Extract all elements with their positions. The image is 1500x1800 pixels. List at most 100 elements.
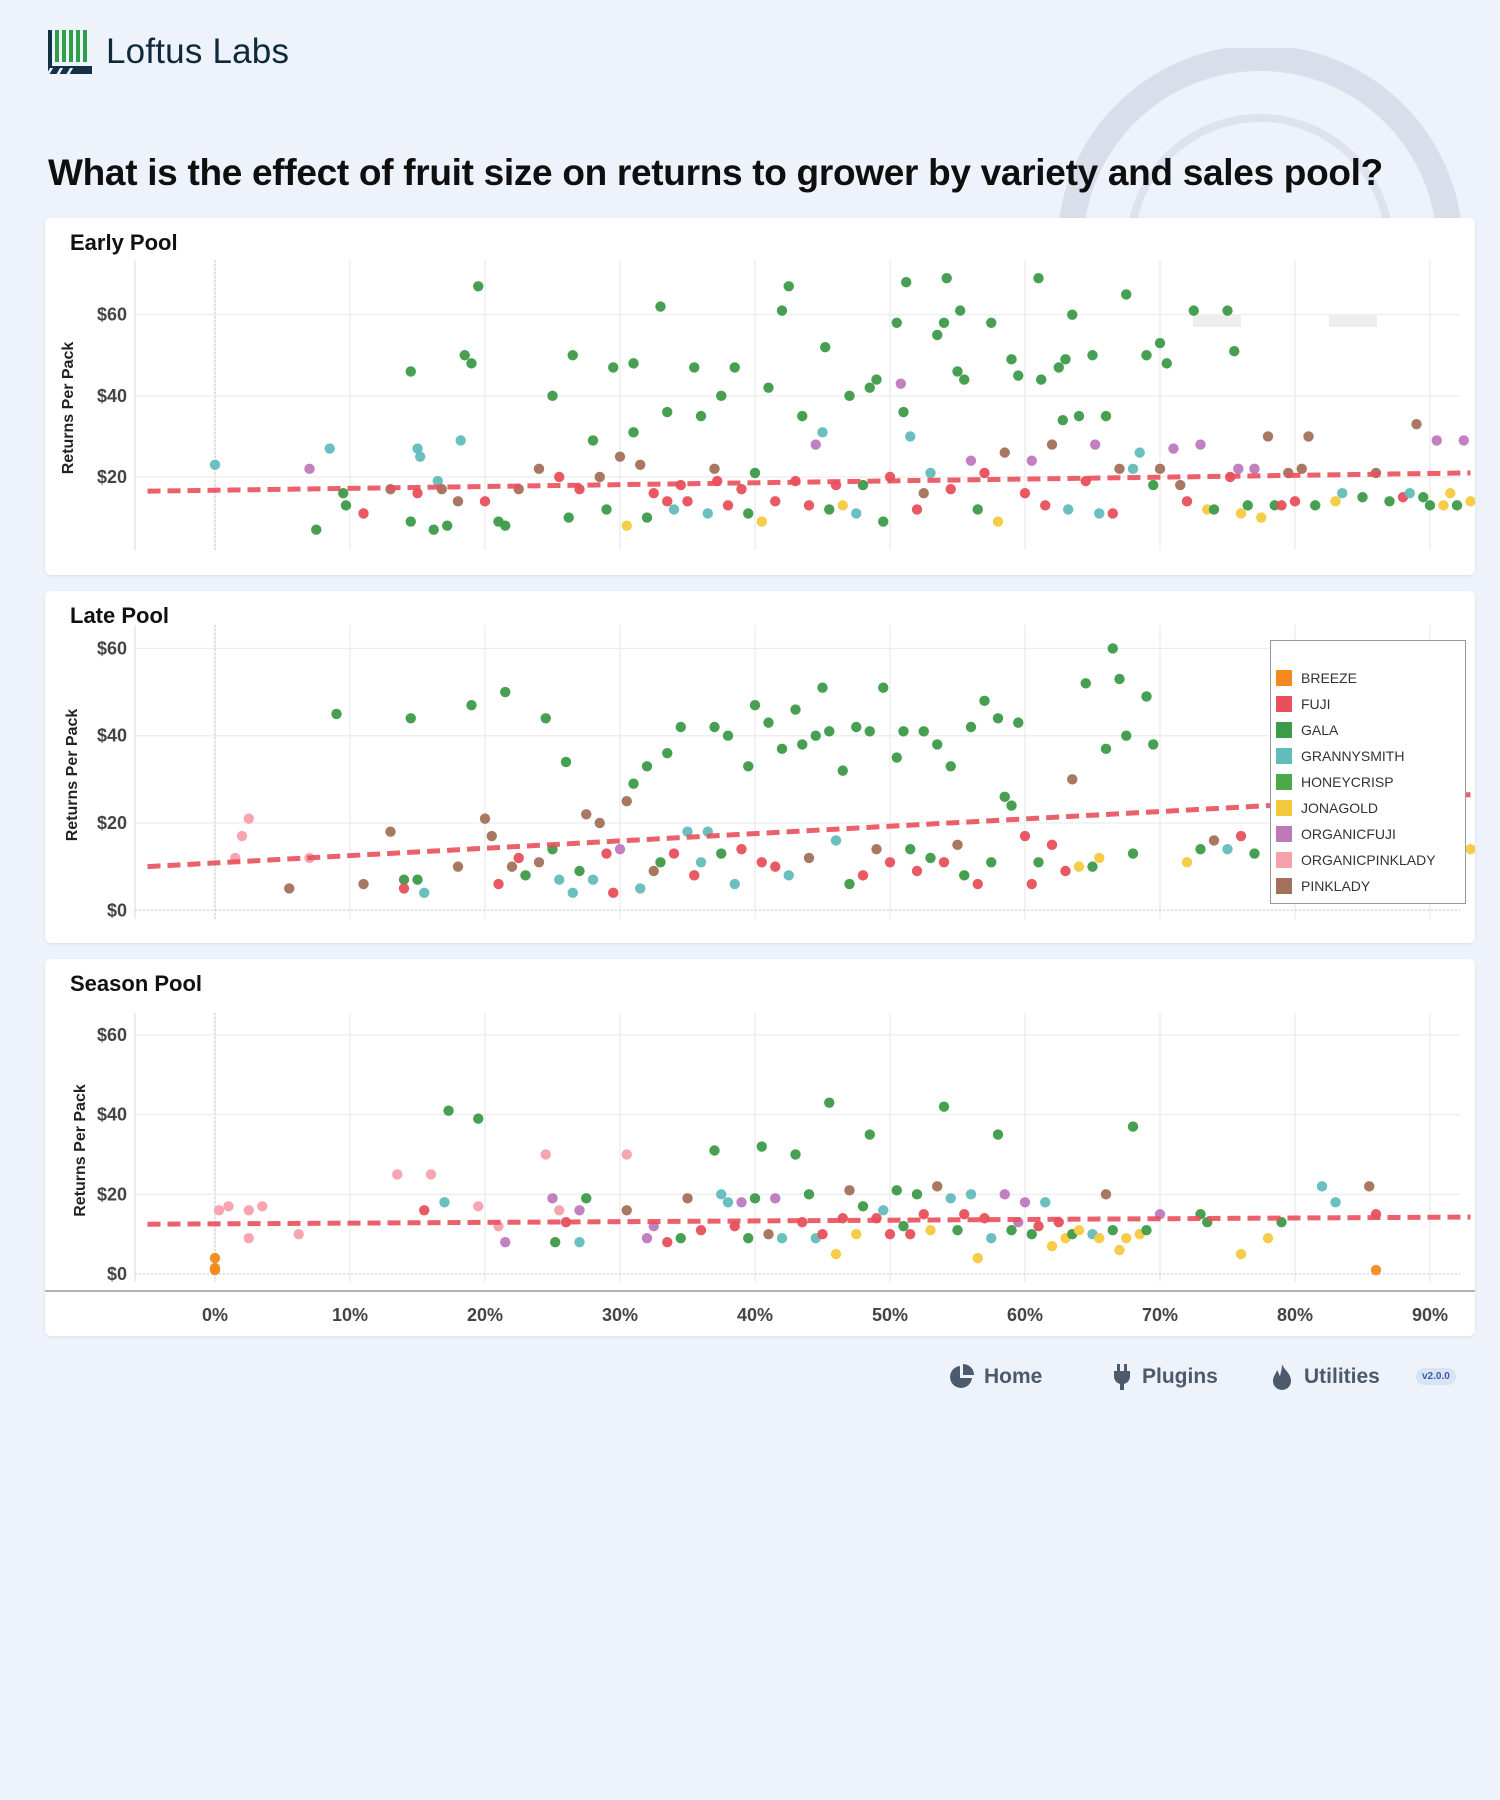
x-tick-label: 50% bbox=[872, 1305, 908, 1325]
y-axis-title: Returns Per Pack bbox=[72, 1084, 89, 1217]
data-point-gala bbox=[1188, 305, 1199, 316]
data-point-gala bbox=[716, 848, 727, 859]
data-point-organicfuji bbox=[500, 1236, 511, 1248]
data-point-gala bbox=[466, 699, 477, 711]
legend-item-gala[interactable]: GALA bbox=[1271, 717, 1465, 743]
data-point-jonagold bbox=[1262, 1232, 1274, 1244]
data-point-gala bbox=[979, 695, 990, 707]
data-point-fuji bbox=[601, 848, 612, 859]
data-point-gala bbox=[1121, 730, 1132, 741]
y-tick-label: $40 bbox=[97, 386, 127, 406]
data-point-grannysmith bbox=[412, 443, 423, 454]
data-point-grannysmith bbox=[567, 887, 578, 899]
data-point-fuji bbox=[770, 861, 781, 872]
data-point-pinklady bbox=[709, 463, 720, 475]
footer-link-label: Utilities bbox=[1304, 1365, 1380, 1388]
data-point-gala bbox=[952, 366, 963, 377]
footer-link-plugins[interactable]: Plugins bbox=[1112, 1362, 1218, 1392]
late-pool-chart: $0 $20 $40 $60 Returns Per Pack bbox=[64, 625, 1475, 920]
data-point-pinklady bbox=[871, 843, 882, 855]
data-point-grannysmith bbox=[722, 1197, 734, 1208]
data-point-gala bbox=[1451, 500, 1463, 511]
legend-item-grannysmith[interactable]: GRANNYSMITH bbox=[1271, 743, 1465, 769]
data-point-gala bbox=[938, 1101, 950, 1112]
data-point-grannysmith bbox=[1330, 1197, 1341, 1208]
data-point-fuji bbox=[1040, 500, 1051, 511]
data-point-gala bbox=[803, 1189, 815, 1200]
data-point-pinklady bbox=[486, 830, 497, 842]
trend-line bbox=[147, 470, 1471, 494]
legend-item-fuji[interactable]: FUJI bbox=[1271, 691, 1465, 717]
chart-title: Early Pool bbox=[70, 230, 178, 255]
data-point-organicfuji bbox=[736, 1197, 747, 1208]
data-point-fuji bbox=[358, 508, 369, 519]
data-point-jonagold bbox=[1465, 843, 1475, 855]
data-point-fuji bbox=[770, 496, 781, 507]
data-point-gala bbox=[563, 512, 574, 523]
data-point-gala bbox=[857, 1201, 869, 1212]
data-point-fuji bbox=[662, 496, 673, 507]
footer-link-utilities[interactable]: Utilities bbox=[1270, 1362, 1380, 1392]
data-point-fuji bbox=[1046, 839, 1058, 851]
early-pool-chart: $20 $40 $60 Returns Per Pack bbox=[60, 260, 1475, 550]
data-point-gala bbox=[405, 516, 416, 527]
data-point-grannysmith bbox=[1316, 1181, 1328, 1192]
data-point-gala bbox=[1141, 691, 1152, 702]
data-point-grannysmith bbox=[1040, 1197, 1051, 1208]
legend-label: ORGANICPINKLADY bbox=[1301, 852, 1436, 868]
data-point-grannysmith bbox=[554, 874, 565, 885]
data-point-grannysmith bbox=[817, 427, 828, 438]
data-point-pinklady bbox=[932, 1181, 943, 1192]
legend-item-breeze[interactable]: BREEZE bbox=[1271, 665, 1465, 691]
data-point-organicfuji bbox=[547, 1193, 558, 1204]
data-point-gala bbox=[1036, 374, 1047, 385]
data-point-gala bbox=[340, 500, 352, 511]
data-point-gala bbox=[1006, 354, 1017, 365]
legend-item-jonagold[interactable]: JONAGOLD bbox=[1271, 795, 1465, 821]
legend-item-organicpinklady[interactable]: ORGANICPINKLADY bbox=[1271, 847, 1465, 873]
data-point-gala bbox=[729, 362, 740, 373]
data-point-fuji bbox=[945, 483, 956, 495]
data-point-gala bbox=[1100, 743, 1112, 755]
data-point-gala bbox=[641, 761, 653, 772]
data-point-grannysmith bbox=[1094, 508, 1105, 519]
data-point-gala bbox=[1114, 673, 1125, 685]
data-point-fuji bbox=[493, 878, 504, 890]
legend-item-honeycrisp[interactable]: HONEYCRISP bbox=[1271, 769, 1465, 795]
data-point-fuji bbox=[662, 1236, 673, 1248]
data-point-grannysmith bbox=[1127, 463, 1139, 475]
data-point-grannysmith bbox=[965, 1189, 977, 1200]
data-point-pinklady bbox=[594, 817, 605, 829]
data-point-gala bbox=[1222, 305, 1233, 316]
legend-label: GRANNYSMITH bbox=[1301, 748, 1405, 764]
brand-logo[interactable]: Loftus Labs bbox=[48, 30, 289, 74]
data-point-pinklady bbox=[1411, 419, 1422, 430]
data-point-organicpinklady bbox=[257, 1201, 268, 1212]
data-point-grannysmith bbox=[925, 467, 936, 479]
data-point-grannysmith bbox=[668, 504, 680, 515]
data-point-jonagold bbox=[1121, 1232, 1132, 1244]
data-point-gala bbox=[1127, 848, 1139, 859]
data-point-gala bbox=[428, 524, 439, 535]
data-point-organicpinklady bbox=[243, 1205, 254, 1216]
brand-name: Loftus Labs bbox=[106, 32, 290, 71]
x-tick-label: 70% bbox=[1142, 1305, 1178, 1325]
legend-label: JONAGOLD bbox=[1301, 800, 1379, 816]
data-point-gala bbox=[398, 874, 410, 885]
legend-swatch bbox=[1276, 774, 1292, 790]
data-point-fuji bbox=[1060, 865, 1071, 877]
footer-link-home[interactable]: Home bbox=[948, 1362, 1042, 1392]
data-point-pinklady bbox=[581, 809, 592, 820]
legend-item-pinklady[interactable]: PINKLADY bbox=[1271, 873, 1465, 899]
data-point-jonagold bbox=[1094, 852, 1105, 864]
data-point-gala bbox=[824, 726, 835, 737]
data-point-grannysmith bbox=[635, 883, 646, 894]
season-pool-panel: Season Pool $0 $20 $40 $60 Returns Per Pack 0… bbox=[45, 959, 1475, 1336]
data-point-gala bbox=[1148, 479, 1159, 491]
y-tick-label: $0 bbox=[107, 1264, 127, 1284]
data-point-gala bbox=[959, 870, 970, 881]
legend-swatch bbox=[1276, 826, 1292, 842]
legend-item-organicfuji[interactable]: ORGANICFUJI bbox=[1271, 821, 1465, 847]
data-point-gala bbox=[675, 721, 686, 733]
data-point-gala bbox=[776, 743, 788, 755]
